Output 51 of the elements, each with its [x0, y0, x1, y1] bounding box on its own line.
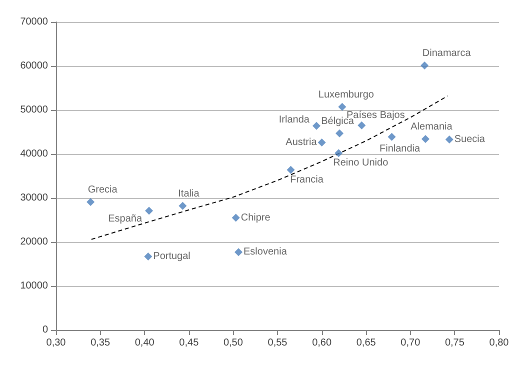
x-tick-label: 0,80 [489, 338, 510, 348]
point [318, 138, 326, 147]
annotation: Portugal [153, 251, 190, 262]
point [286, 166, 295, 174]
point [420, 62, 429, 70]
annotation: Grecia [88, 184, 118, 196]
annotation: Alemania [410, 122, 453, 133]
point [312, 122, 320, 130]
x-tick-label: 0,55 [268, 338, 288, 348]
annotation: Finlandia [379, 143, 421, 154]
point [358, 121, 366, 130]
x-tick-label: 0,35 [90, 338, 110, 348]
x-tick-label: 0,65 [356, 338, 376, 348]
annotation: Dinamarca [422, 48, 472, 60]
y-tick-label: 10000 [20, 280, 48, 292]
point [338, 102, 346, 111]
point [388, 132, 396, 141]
x-tick-label: 0,60 [312, 338, 332, 348]
annotation: Italia [178, 188, 200, 200]
point [178, 202, 187, 210]
x-tick-label: 0,70 [400, 338, 421, 348]
y-tick-label: 60000 [20, 60, 48, 72]
x-tick-label: 0,40 [134, 338, 155, 348]
annotation: Francia [290, 174, 324, 186]
point [144, 252, 152, 261]
y-tick-label: 70000 [20, 16, 48, 28]
annotation: Luxemburgo [318, 89, 374, 100]
point [86, 198, 95, 206]
annotation: Chipre [240, 212, 271, 224]
y-tick-label: 0 [42, 324, 48, 336]
x-tick-label: 0,50 [223, 338, 244, 348]
annotation: España [108, 213, 142, 224]
point [234, 248, 243, 256]
y-tick-label: 40000 [20, 148, 48, 160]
y-tick-label: 30000 [20, 192, 48, 204]
annotation: Austria [286, 137, 318, 148]
point [445, 135, 454, 144]
point [336, 129, 344, 138]
point [232, 214, 240, 222]
point [421, 135, 430, 144]
y-tick-label: 50000 [20, 104, 48, 116]
y-tick-label: 20000 [20, 236, 48, 248]
point [145, 206, 154, 215]
x-tick-label: 0,75 [444, 338, 465, 348]
annotation: Reino Unido [333, 158, 389, 169]
point [334, 149, 343, 158]
x-tick-label: 0,45 [179, 338, 200, 348]
annotation: Irlanda [278, 114, 310, 126]
annotation: Eslovenia [244, 246, 288, 258]
annotation: Suecia [454, 134, 486, 145]
x-tick-label: 0,30 [46, 338, 66, 348]
